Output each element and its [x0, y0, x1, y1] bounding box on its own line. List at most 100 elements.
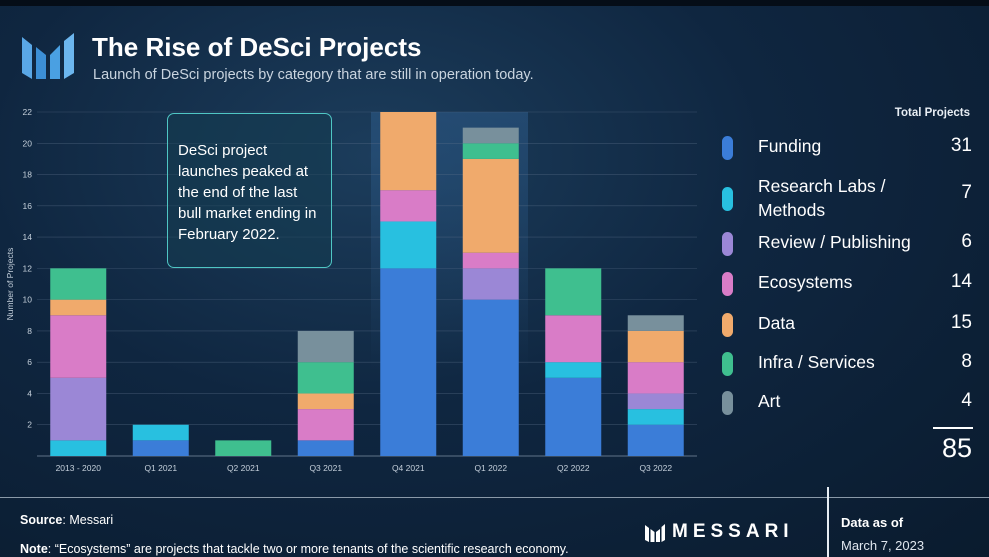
bar-segment	[545, 362, 602, 378]
y-tick-label: 20	[23, 138, 33, 148]
bar-segment	[627, 409, 684, 425]
legend-label: Funding	[758, 136, 822, 156]
legend-value: 15	[950, 312, 972, 333]
legend-item-review-publishing: Review / Publishing 6	[720, 230, 972, 270]
bar-segment	[50, 377, 107, 441]
legend-label: Infra / Services	[758, 352, 875, 372]
legend-item-funding: Funding 31	[720, 134, 972, 174]
desci-logo-icon	[22, 33, 74, 79]
bar-segment	[462, 127, 519, 144]
bar-segment	[380, 268, 437, 456]
note-label: Note	[20, 542, 48, 556]
legend-label: Research Labs / Methods	[758, 176, 886, 220]
y-tick-label: 2	[27, 420, 32, 430]
bar-segment	[297, 409, 354, 441]
source-label: Source	[20, 513, 63, 527]
legend-value: 6	[961, 231, 972, 252]
legend-item-ecosystems: Ecosystems 14	[720, 270, 972, 310]
bar-segment	[132, 440, 189, 456]
top-bar	[0, 0, 989, 6]
x-tick-label: Q3 2021	[309, 463, 342, 473]
bar-segment	[297, 440, 354, 456]
bar-segment	[297, 393, 354, 410]
source-value: : Messari	[62, 513, 114, 527]
y-tick-label: 4	[27, 388, 32, 398]
bar-segment	[462, 252, 519, 269]
bar-segment	[462, 143, 519, 159]
bar-segment	[545, 268, 602, 316]
y-tick-label: 14	[23, 232, 33, 242]
bar-segment	[50, 268, 107, 300]
bar-segment	[462, 158, 519, 253]
bar-segment	[627, 330, 684, 363]
x-tick-label: Q2 2022	[557, 463, 590, 473]
legend-value: 8	[961, 351, 972, 372]
legend-item-data: Data 15	[720, 311, 972, 351]
bar-segment	[380, 221, 437, 269]
bar-segment	[50, 315, 107, 378]
y-tick-label: 12	[23, 263, 33, 273]
legend-label: Review / Publishing	[758, 232, 911, 252]
page-title: The Rise of DeSci Projects	[92, 32, 422, 62]
legend-value: 4	[961, 390, 972, 411]
bar-segment	[50, 440, 107, 456]
x-tick-label: Q1 2021	[144, 463, 177, 473]
data-as-of-date: March 7, 2023	[841, 538, 925, 553]
legend-label: Data	[758, 313, 795, 333]
total-divider	[933, 427, 973, 429]
legend-item-research-labs: Research Labs / Methods 7	[720, 174, 972, 224]
bar-segment	[462, 299, 519, 456]
y-tick-label: 16	[23, 201, 33, 211]
bar-segment	[627, 424, 684, 456]
bar-segment	[297, 362, 354, 394]
x-tick-label: Q1 2022	[474, 463, 507, 473]
legend-color-swatch	[722, 352, 733, 376]
legend-item-art: Art 4	[720, 389, 972, 429]
bar-segment	[627, 315, 684, 331]
x-tick-label: 2013 - 2020	[56, 463, 102, 473]
bar-segment	[380, 112, 437, 191]
bar-segment	[50, 299, 107, 316]
bar-segment	[132, 424, 189, 441]
data-as-of-label: Data as of	[841, 515, 904, 530]
y-tick-label: 10	[23, 295, 33, 305]
stacked-bar-chart: 2 4 6 8 10 12 14 16 18 20 22 Number of Projects 2013…	[5, 107, 697, 473]
y-axis-label: Number of Projects	[5, 248, 15, 321]
legend-value: 31	[950, 135, 972, 156]
messari-brand: MESSARI	[672, 521, 794, 542]
messari-logo-icon	[645, 524, 665, 542]
bar-segment	[297, 330, 354, 363]
x-tick-label: Q3 2022	[639, 463, 672, 473]
legend-header: Total Projects	[894, 107, 970, 119]
total-projects-value: 85	[941, 433, 972, 463]
source-text: Source: Messari	[20, 513, 113, 527]
bar-segment	[215, 440, 272, 456]
legend-color-swatch	[722, 187, 733, 211]
y-tick-label: 22	[23, 107, 33, 117]
note-value: : “Ecosystems” are projects that tackle …	[47, 542, 569, 556]
chart-annotation: DeSci project launches peaked at the end…	[167, 113, 332, 268]
y-tick-label: 18	[23, 170, 33, 180]
legend-value: 14	[950, 271, 972, 292]
note-text: Note: “Ecosystems” are projects that tac…	[20, 542, 569, 556]
legend-value: 7	[961, 182, 972, 203]
y-tick-label: 6	[27, 357, 32, 367]
bar-segment	[627, 362, 684, 394]
bar-segment	[462, 268, 519, 300]
bar-segment	[627, 393, 684, 410]
page-subtitle: Launch of DeSci projects by category tha…	[93, 67, 534, 83]
legend-label: Ecosystems	[758, 272, 853, 292]
legend-item-infra-services: Infra / Services 8	[720, 350, 972, 390]
chart-annotation-text: DeSci project launches peaked at the end…	[178, 142, 317, 243]
x-tick-label: Q4 2021	[392, 463, 425, 473]
legend-color-swatch	[722, 313, 733, 337]
legend-color-swatch	[722, 232, 733, 256]
legend-color-swatch	[722, 391, 733, 415]
legend-color-swatch	[722, 272, 733, 296]
legend-label: Art	[758, 391, 781, 411]
bar-segment	[545, 377, 602, 456]
x-tick-label: Q2 2021	[227, 463, 260, 473]
footer-vertical-divider	[827, 487, 829, 557]
bar-segment	[380, 190, 437, 222]
bar-segment	[545, 315, 602, 363]
